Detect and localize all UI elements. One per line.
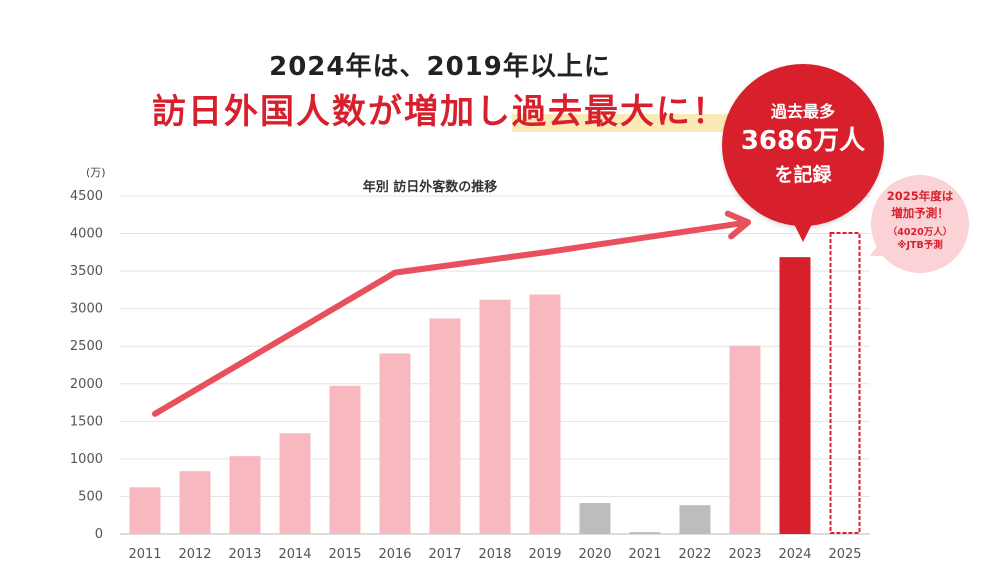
bar-2024 xyxy=(779,257,811,534)
trend-arrow-head xyxy=(724,210,751,240)
x-tick-label: 2025 xyxy=(828,547,861,562)
x-tick-label: 2024 xyxy=(778,547,811,562)
y-tick-label: 3500 xyxy=(70,264,103,279)
bar-2025-forecast xyxy=(829,232,861,534)
x-tick-label: 2016 xyxy=(378,547,411,562)
forecast-note-line-3: （4020万人） xyxy=(887,227,953,238)
bar-2016 xyxy=(379,353,411,534)
forecast-note-bubble: 2025年度は 増加予測！ （4020万人） ※JTB予測 xyxy=(871,175,969,273)
y-tick-label: 3000 xyxy=(70,302,103,317)
headline-main: 訪日外国人数が増加し xyxy=(152,92,512,132)
callout-line-1: 過去最多 xyxy=(770,102,835,121)
forecast-note-line-1: 2025年度は xyxy=(886,189,954,203)
callout-line-3: を記録 xyxy=(774,164,832,186)
bar-2015 xyxy=(329,385,361,534)
bar-2017 xyxy=(429,318,461,534)
y-tick-label: 500 xyxy=(78,489,103,504)
y-tick-label: 0 xyxy=(95,527,103,542)
headline-line-2: 訪日外国人数が増加し過去最大に！ xyxy=(0,84,880,133)
chart-title: 年別 訪日外客数の推移 xyxy=(362,180,498,195)
x-tick-label: 2020 xyxy=(578,547,611,562)
y-tick-label: 4500 xyxy=(70,189,103,204)
bar-2018 xyxy=(479,299,511,534)
y-tick-label: 2500 xyxy=(70,339,103,354)
x-tick-label: 2012 xyxy=(178,547,211,562)
bar-2019 xyxy=(529,294,561,534)
trend-arrow-line xyxy=(152,219,751,417)
x-tick-label: 2018 xyxy=(478,547,511,562)
bar-2023 xyxy=(729,345,761,534)
forecast-note-line-4: ※JTB予測 xyxy=(897,240,943,251)
callout-line-2: 3686万人 xyxy=(740,126,866,156)
bar-2020 xyxy=(579,503,611,534)
y-tick-label: 1000 xyxy=(70,452,103,467)
x-tick-label: 2015 xyxy=(328,547,361,562)
bar-2011 xyxy=(129,487,161,534)
bar-2014 xyxy=(279,433,311,534)
y-tick-label: 2000 xyxy=(70,377,103,392)
x-tick-label: 2021 xyxy=(628,547,661,562)
headline-highlight: 過去最大に！ xyxy=(512,92,728,132)
trend-arrow xyxy=(152,210,751,417)
y-tick-label: 1500 xyxy=(70,414,103,429)
y-tick-label: 4000 xyxy=(70,227,103,242)
y-axis-unit: (万) xyxy=(86,166,106,179)
x-tick-label: 2022 xyxy=(678,547,711,562)
bar-2012 xyxy=(179,471,211,534)
bars xyxy=(129,232,861,534)
y-axis-ticks: 0 500 1000 1500 2000 2500 3000 3500 4000 4500 xyxy=(70,189,103,542)
x-tick-label: 2014 xyxy=(278,547,311,562)
x-tick-label: 2013 xyxy=(228,547,261,562)
bar-2013 xyxy=(229,456,261,534)
x-tick-label: 2019 xyxy=(528,547,561,562)
x-tick-label: 2017 xyxy=(428,547,461,562)
forecast-note-line-2: 増加予測！ xyxy=(891,206,949,220)
x-tick-label: 2023 xyxy=(728,547,761,562)
x-axis-ticks: 2011 2012 2013 2014 2015 2016 2017 2018 2019 2020… xyxy=(128,547,861,562)
bar-2021 xyxy=(629,532,661,534)
x-tick-label: 2011 xyxy=(128,547,161,562)
record-callout-bubble: 過去最多 3686万人 を記録 xyxy=(722,64,884,242)
bar-2022 xyxy=(679,505,711,534)
headline-line-1: 2024年は、2019年以上に xyxy=(269,52,611,82)
